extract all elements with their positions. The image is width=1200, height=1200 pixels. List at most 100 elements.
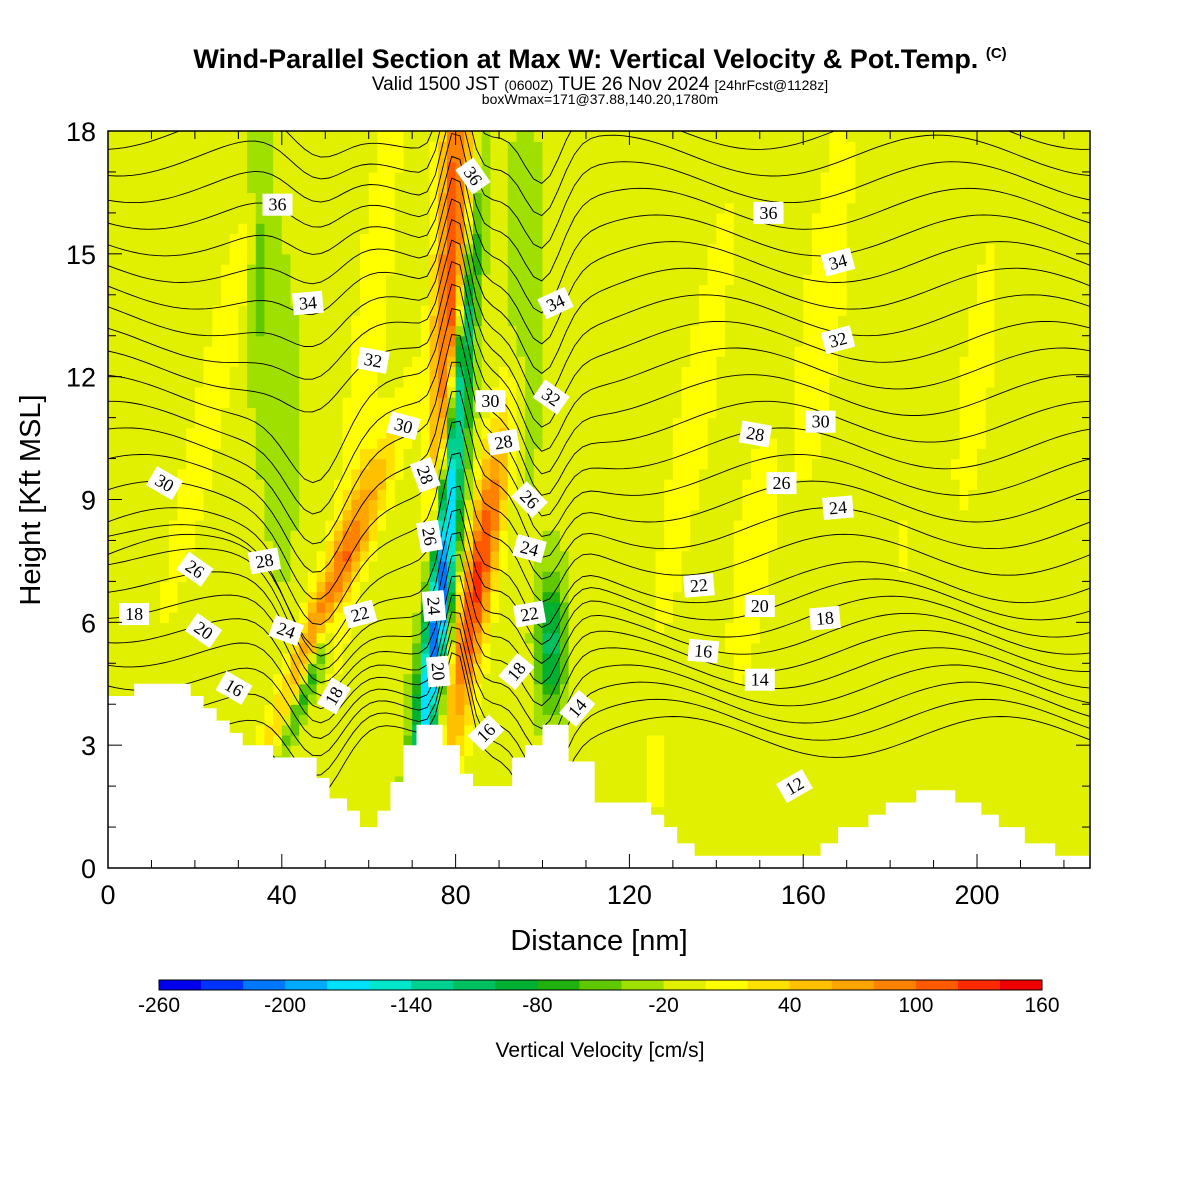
w-cell <box>455 540 465 552</box>
w-cell <box>638 765 648 777</box>
w-cell <box>577 489 587 501</box>
w-cell <box>160 632 170 644</box>
w-cell <box>1003 581 1013 593</box>
w-cell <box>499 693 509 705</box>
w-cell <box>220 632 231 644</box>
w-cell <box>994 755 1004 767</box>
w-cell <box>942 765 952 777</box>
w-cell <box>716 775 726 787</box>
w-cell <box>108 663 118 675</box>
w-cell <box>203 673 213 685</box>
w-cell <box>820 765 830 777</box>
w-cell <box>977 489 987 501</box>
w-cell <box>1063 714 1074 726</box>
w-cell <box>829 427 839 439</box>
w-cell <box>977 796 987 808</box>
w-cell <box>898 724 909 736</box>
w-cell <box>168 407 179 419</box>
w-cell <box>994 519 1004 531</box>
w-cell <box>168 673 179 685</box>
w-cell <box>507 612 518 623</box>
w-cell <box>1037 673 1048 685</box>
w-cell <box>142 622 153 634</box>
w-cell <box>916 489 926 501</box>
w-cell <box>872 499 883 511</box>
w-cell <box>829 683 839 695</box>
w-cell <box>481 642 491 654</box>
w-cell <box>568 540 578 552</box>
w-cell <box>794 468 804 480</box>
w-cell <box>829 540 839 552</box>
w-cell <box>751 581 761 593</box>
w-cell <box>881 489 891 501</box>
w-cell <box>255 530 266 542</box>
w-cell <box>725 571 735 582</box>
w-cell <box>438 581 448 593</box>
w-cell <box>351 550 361 562</box>
w-cell <box>872 653 883 664</box>
w-cell <box>490 458 500 470</box>
w-cell <box>646 438 657 449</box>
w-cell <box>768 827 778 838</box>
w-cell <box>846 693 856 705</box>
w-cell <box>950 417 961 429</box>
w-cell <box>864 663 874 675</box>
w-cell <box>307 693 318 705</box>
w-cell <box>134 673 144 685</box>
w-cell <box>690 448 700 460</box>
w-cell <box>194 530 205 542</box>
w-cell <box>820 745 830 757</box>
w-cell <box>403 509 413 521</box>
w-cell <box>360 632 370 644</box>
w-cell <box>290 427 300 439</box>
w-cell <box>1011 540 1022 552</box>
w-cell <box>125 622 135 634</box>
w-cell <box>985 489 996 501</box>
w-cell <box>646 642 657 654</box>
w-cell <box>933 438 943 449</box>
w-cell <box>1011 745 1022 757</box>
w-cell <box>307 489 318 501</box>
w-cell <box>950 724 961 736</box>
w-cell <box>707 560 717 572</box>
w-cell <box>464 448 474 460</box>
w-cell <box>1029 765 1039 777</box>
w-cell <box>490 745 500 757</box>
w-cell <box>299 704 309 716</box>
w-cell <box>811 642 822 654</box>
w-cell <box>924 653 935 664</box>
w-cell <box>160 663 170 675</box>
w-cell <box>759 530 770 542</box>
w-cell <box>994 468 1004 480</box>
w-cell <box>316 653 326 664</box>
w-cell <box>872 642 883 654</box>
w-cell <box>646 519 657 531</box>
w-cell <box>1029 734 1039 746</box>
w-cell <box>698 540 709 552</box>
w-cell <box>1055 417 1065 429</box>
w-cell <box>1037 775 1048 787</box>
w-cell <box>933 765 943 777</box>
w-cell <box>803 591 813 603</box>
w-cell <box>333 468 344 480</box>
forecast-tag: [24hrFcst@1128z] <box>714 77 829 93</box>
w-cell <box>725 653 735 664</box>
w-cell <box>950 550 961 562</box>
w-cell <box>568 724 578 736</box>
w-cell <box>1072 673 1082 685</box>
w-cell <box>368 571 378 582</box>
w-cell <box>629 438 639 449</box>
w-cell <box>612 560 622 572</box>
w-cell <box>299 612 309 623</box>
w-cell <box>420 499 431 511</box>
w-cell <box>933 417 943 429</box>
w-cell <box>360 745 370 757</box>
w-cell <box>551 622 561 634</box>
w-cell <box>559 438 570 449</box>
w-cell <box>898 775 909 787</box>
w-cell <box>672 601 683 613</box>
w-cell <box>1063 581 1074 593</box>
w-cell <box>134 407 144 419</box>
w-cell <box>968 745 978 757</box>
w-cell <box>820 796 830 808</box>
